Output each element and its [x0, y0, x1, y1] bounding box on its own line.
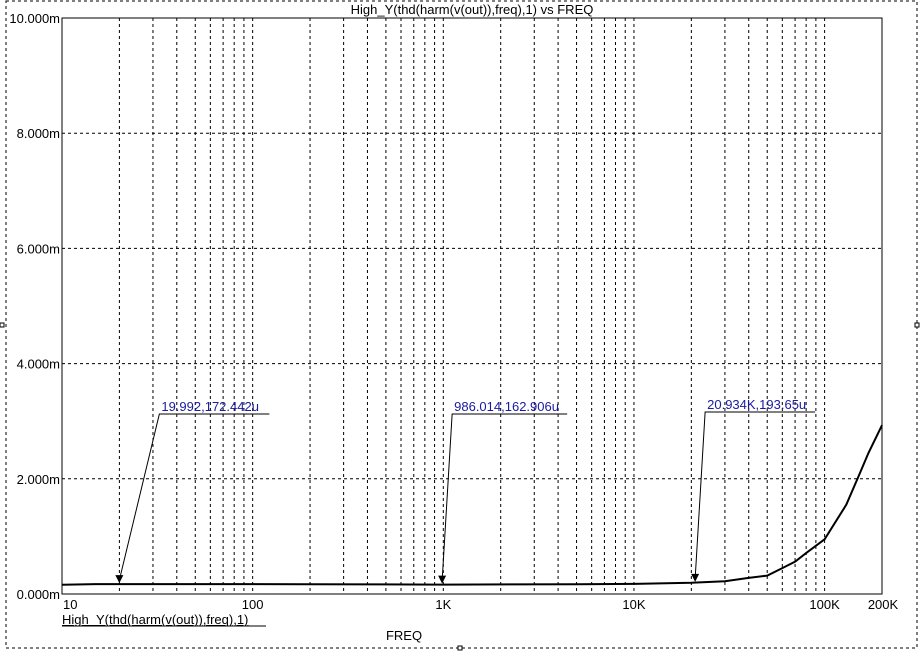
legend-series-label[interactable]: High_Y(thd(harm(v(out)),freq),1): [62, 612, 248, 627]
marker-leader-line: [441, 413, 568, 581]
marker-leader-line: [118, 413, 270, 581]
x-tick-label: 200K: [868, 597, 899, 612]
y-tick-label: 10.000m: [9, 11, 60, 26]
handle-left[interactable]: [0, 322, 5, 328]
x-tick-label: 100: [242, 597, 264, 612]
handle-bottom[interactable]: [457, 645, 463, 651]
marker-leader-line: [694, 411, 816, 579]
x-tick-label: 10: [63, 597, 77, 612]
x-tick-label: 1K: [435, 597, 451, 612]
window-border: [5, 0, 918, 649]
chart-title: High_Y(thd(harm(v(out)),freq),1) vs FREQ: [351, 2, 594, 17]
x-axis-label: FREQ: [386, 628, 422, 643]
y-tick-label: 8.000m: [17, 126, 60, 141]
marker-label[interactable]: 19.992,172.442u: [161, 399, 259, 414]
y-tick-label: 2.000m: [17, 472, 60, 487]
series-line: [61, 424, 883, 586]
plot-frame: [61, 17, 883, 595]
marker-label[interactable]: 986.014,162.906u: [454, 399, 559, 414]
y-tick-label: 6.000m: [17, 241, 60, 256]
marker-arrow-icon: [691, 573, 700, 582]
handle-right[interactable]: [914, 322, 920, 328]
y-tick-label: 0.000m: [17, 587, 60, 602]
marker-arrow-icon: [115, 575, 124, 584]
y-tick-label: 4.000m: [17, 357, 60, 372]
x-tick-label: 100K: [809, 597, 840, 612]
marker-arrow-icon: [438, 575, 447, 584]
marker-label[interactable]: 20.934K,193.65u: [707, 397, 806, 412]
x-tick-label: 10K: [622, 597, 645, 612]
